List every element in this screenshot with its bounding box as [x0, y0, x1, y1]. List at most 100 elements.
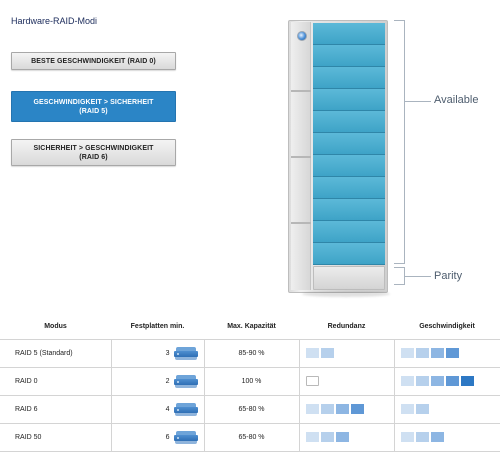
table-header-row: Modus Festplatten min. Max. Kapazität Re…: [0, 314, 500, 340]
data-drive: [313, 155, 385, 177]
raid5-mode-label: GESCHWINDIGKEIT > SICHERHEIT (RAID 5): [33, 98, 153, 116]
hard-drive-icon: [173, 430, 198, 444]
speed-block: [430, 432, 444, 442]
header-capacity: Max. Kapazität: [204, 314, 299, 340]
data-drive: [313, 23, 385, 45]
raid5-mode-label-line2: (RAID 5): [79, 107, 108, 115]
speed-meter: [400, 432, 500, 442]
available-label: Available: [434, 94, 479, 106]
speed-meter: [400, 404, 500, 414]
capacity-value: 65-80 %: [238, 405, 265, 413]
redundancy-meter: [305, 432, 394, 442]
cell-mode: RAID 6: [0, 395, 112, 424]
data-drive: [313, 221, 385, 243]
cell-disks: 3: [111, 339, 205, 368]
raid6-mode-label-line1: SICHERHEIT > GESCHWINDIGKEIT: [33, 144, 154, 152]
data-drive: [313, 243, 385, 265]
header-redundancy: Redundanz: [299, 314, 394, 340]
mode-name: RAID 50: [15, 433, 42, 441]
cell-disks: 2: [111, 367, 205, 396]
disk-count: 3: [165, 349, 170, 357]
speed-block: [430, 348, 444, 358]
cell-redundancy: [299, 395, 395, 424]
speed-block: [445, 376, 459, 386]
speed-block: [400, 376, 414, 386]
header-disks: Festplatten min.: [111, 314, 204, 340]
capacity-value: 100 %: [241, 377, 262, 385]
table-row: RAID 6 4 65-80 %: [0, 395, 500, 424]
speed-block: [445, 348, 459, 358]
cell-capacity: 65-80 %: [204, 423, 300, 452]
raid0-mode-label: BESTE GESCHWINDIGKEIT (RAID 0): [31, 57, 156, 65]
speed-block: [400, 404, 414, 414]
parity-drive: [313, 266, 385, 290]
cell-speed: [394, 423, 500, 452]
side-groove: [291, 90, 311, 92]
redundancy-block: [335, 404, 349, 414]
table-row: RAID 0 2 100 %: [0, 367, 500, 396]
data-drive: [313, 133, 385, 155]
data-drive: [313, 111, 385, 133]
raid6-mode-button[interactable]: SICHERHEIT > GESCHWINDIGKEIT (RAID 6): [11, 139, 176, 166]
cell-speed: [394, 339, 500, 368]
parity-bracket: [394, 267, 405, 285]
device-side-panel: [291, 22, 311, 290]
redundancy-block-empty: [305, 376, 319, 386]
speed-block: [415, 348, 429, 358]
header-mode: Modus: [0, 314, 111, 340]
speed-block: [415, 432, 429, 442]
raid5-mode-label-line1: GESCHWINDIGKEIT > SICHERHEIT: [33, 98, 154, 106]
table-row: RAID 5 (Standard) 3 85-90 %: [0, 339, 500, 368]
speed-block: [415, 376, 429, 386]
cell-redundancy: [299, 367, 395, 396]
page-title: Hardware-RAID-Modi: [11, 16, 98, 26]
speed-block: [400, 432, 414, 442]
redundancy-block: [305, 348, 319, 358]
speed-block: [400, 348, 414, 358]
speed-block: [415, 404, 429, 414]
hard-drive-icon: [173, 374, 198, 388]
cell-mode: RAID 0: [0, 367, 112, 396]
speed-meter: [400, 376, 500, 386]
data-drive: [313, 67, 385, 89]
data-drive: [313, 177, 385, 199]
hard-drive-icon: [173, 402, 198, 416]
redundancy-block: [350, 404, 364, 414]
redundancy-block: [335, 432, 349, 442]
cell-redundancy: [299, 423, 395, 452]
available-bracket: [394, 20, 405, 264]
redundancy-meter: [305, 404, 394, 414]
mode-name: RAID 6: [15, 405, 38, 413]
redundancy-block: [305, 432, 319, 442]
hard-drive-icon: [173, 346, 198, 360]
data-drive: [313, 199, 385, 221]
redundancy-meter: [305, 348, 394, 358]
table-row: RAID 50 6 65-80 %: [0, 423, 500, 452]
cell-capacity: 65-80 %: [204, 395, 300, 424]
raid0-mode-button[interactable]: BESTE GESCHWINDIGKEIT (RAID 0): [11, 52, 176, 70]
data-drive: [313, 89, 385, 111]
raid6-mode-label-line2: (RAID 6): [79, 153, 108, 161]
capacity-value: 65-80 %: [238, 433, 265, 441]
raid-comparison-table: Modus Festplatten min. Max. Kapazität Re…: [0, 314, 500, 455]
parity-bracket-tick: [405, 276, 431, 277]
disk-count: 6: [165, 433, 170, 441]
cell-disks: 6: [111, 423, 205, 452]
cell-disks: 4: [111, 395, 205, 424]
cell-capacity: 100 %: [204, 367, 300, 396]
redundancy-block: [320, 432, 334, 442]
cell-mode: RAID 50: [0, 423, 112, 452]
cell-redundancy: [299, 339, 395, 368]
disk-count: 2: [165, 377, 170, 385]
available-bracket-tick: [405, 101, 431, 102]
capacity-value: 85-90 %: [238, 349, 265, 357]
header-speed: Geschwindigkeit: [394, 314, 500, 340]
speed-meter: [400, 348, 500, 358]
raid6-mode-label: SICHERHEIT > GESCHWINDIGKEIT (RAID 6): [33, 144, 153, 162]
speed-block: [460, 376, 474, 386]
redundancy-meter: [305, 376, 394, 386]
redundancy-block: [320, 404, 334, 414]
redundancy-block: [305, 404, 319, 414]
raid5-mode-button[interactable]: GESCHWINDIGKEIT > SICHERHEIT (RAID 5): [11, 91, 176, 122]
side-groove: [291, 222, 311, 224]
